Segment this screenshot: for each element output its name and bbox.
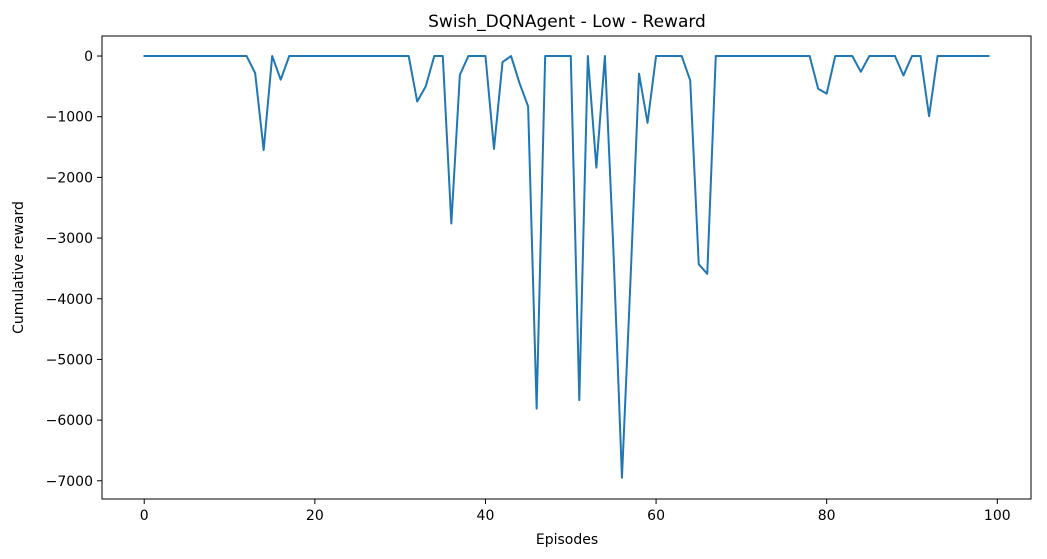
x-axis: 0 20 40 60 80 100 bbox=[140, 499, 1011, 524]
y-tick-label: −6000 bbox=[46, 413, 93, 429]
y-axis-label: Cumulative reward bbox=[11, 201, 27, 334]
y-tick-label: −2000 bbox=[46, 170, 93, 186]
x-tick-label: 60 bbox=[647, 508, 665, 524]
x-tick-label: 20 bbox=[306, 508, 324, 524]
x-tick-label: 0 bbox=[140, 508, 149, 524]
chart-title: Swish_DQNAgent - Low - Reward bbox=[428, 12, 706, 32]
y-tick-label: 0 bbox=[84, 49, 93, 65]
y-tick-label: −4000 bbox=[46, 292, 93, 308]
x-tick-label: 80 bbox=[818, 508, 836, 524]
y-tick-label: −7000 bbox=[46, 474, 93, 490]
x-tick-label: 100 bbox=[984, 508, 1011, 524]
x-axis-label: Episodes bbox=[536, 532, 598, 548]
y-tick-label: −1000 bbox=[46, 110, 93, 126]
y-tick-label: −5000 bbox=[46, 352, 93, 368]
plot-area bbox=[143, 55, 990, 479]
y-tick-label: −3000 bbox=[46, 231, 93, 247]
x-tick-label: 40 bbox=[477, 508, 495, 524]
reward-series-line bbox=[143, 55, 990, 479]
y-axis: 0 −1000 −2000 −3000 −4000 −5000 −6000 −7000 bbox=[46, 49, 102, 490]
axes-frame bbox=[101, 35, 1032, 500]
